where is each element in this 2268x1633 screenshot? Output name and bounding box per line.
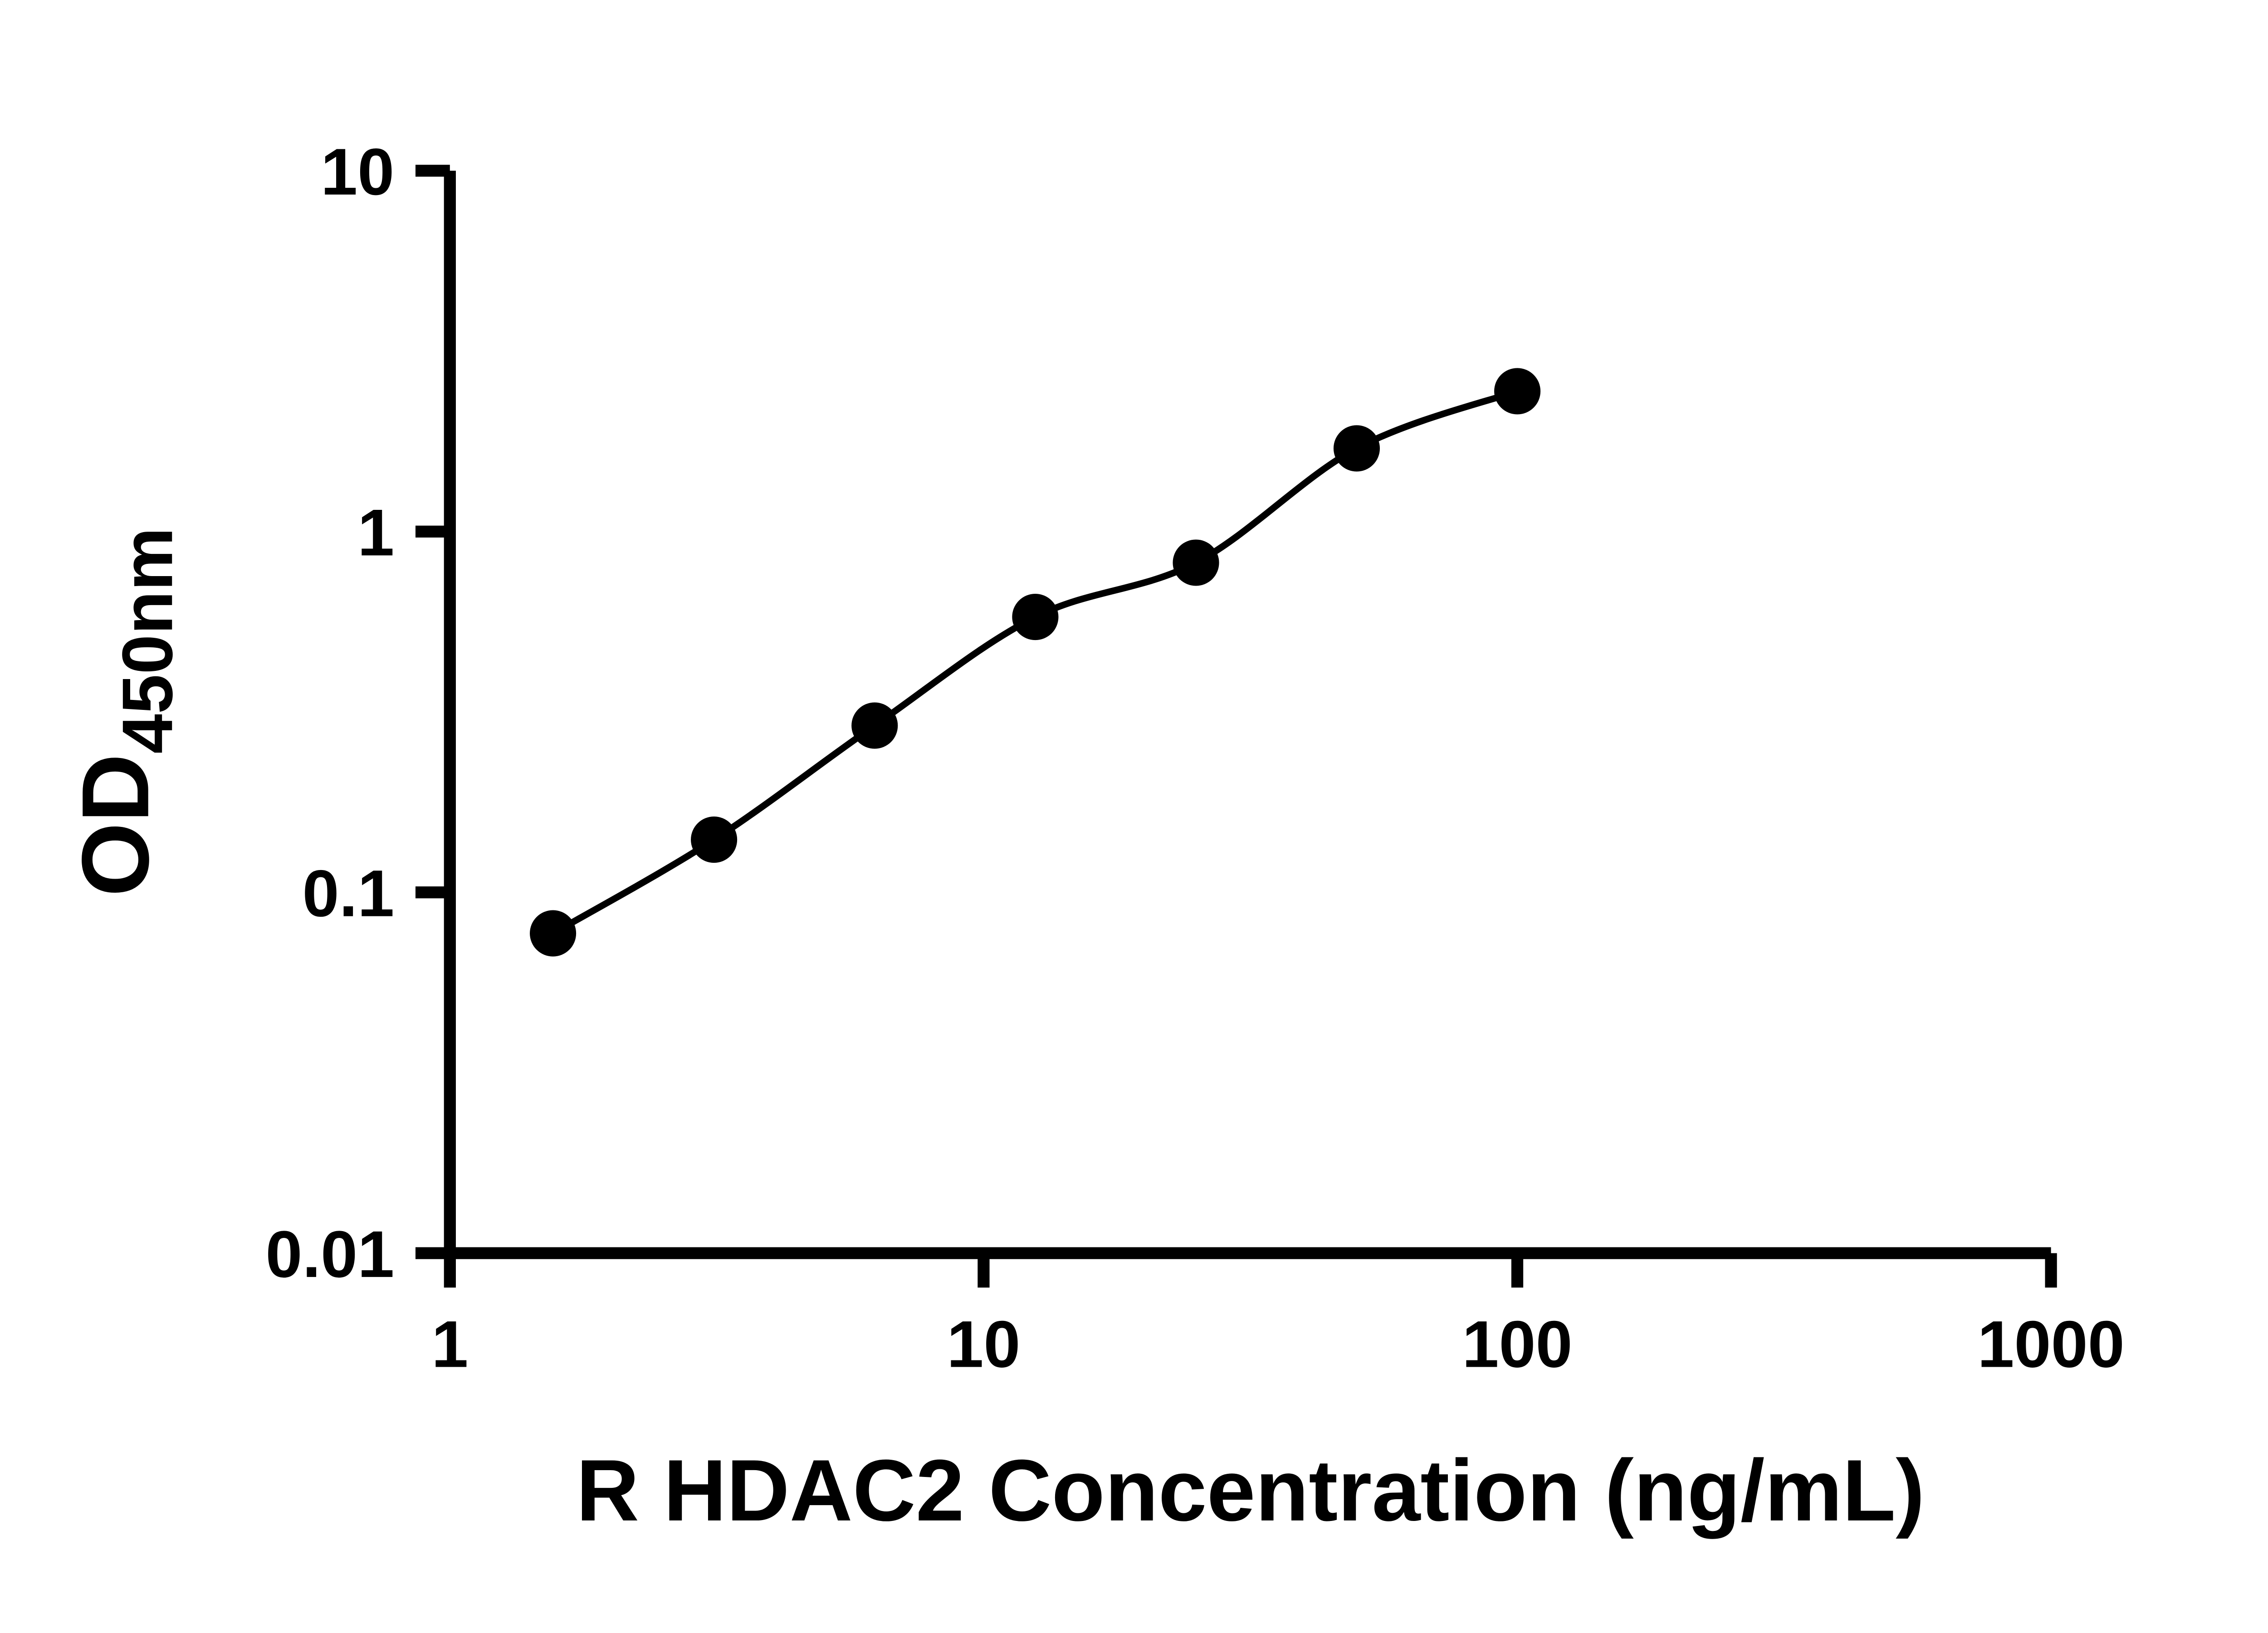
data-point-marker — [1494, 368, 1541, 415]
axes-frame — [444, 171, 2051, 1259]
data-point-marker — [530, 910, 577, 957]
data-point-marker — [851, 702, 898, 749]
y-axis-title-main: OD — [62, 754, 169, 897]
y-axis-tick-label: 10 — [321, 135, 394, 209]
y-axis-tick-label: 0.1 — [303, 856, 395, 930]
x-axis-tick-label: 10 — [947, 1307, 1020, 1381]
x-axis-tick-label: 100 — [1462, 1307, 1572, 1381]
data-point-marker — [691, 816, 738, 863]
data-point-marker — [1333, 425, 1380, 472]
y-axis-tick-label: 1 — [357, 495, 394, 569]
x-axis-title: R HDAC2 Concentration (ng/mL) — [576, 1442, 1925, 1539]
data-point-marker — [1012, 594, 1059, 640]
x-axis-tick-label: 1 — [431, 1307, 468, 1381]
y-axis-title-subscript: 450nm — [108, 527, 187, 753]
y-axis-title: OD450nm — [62, 527, 188, 896]
x-axis-tick-label: 1000 — [1977, 1307, 2124, 1381]
y-axis-tick-label: 0.01 — [265, 1217, 394, 1291]
data-point-marker — [1173, 539, 1219, 586]
